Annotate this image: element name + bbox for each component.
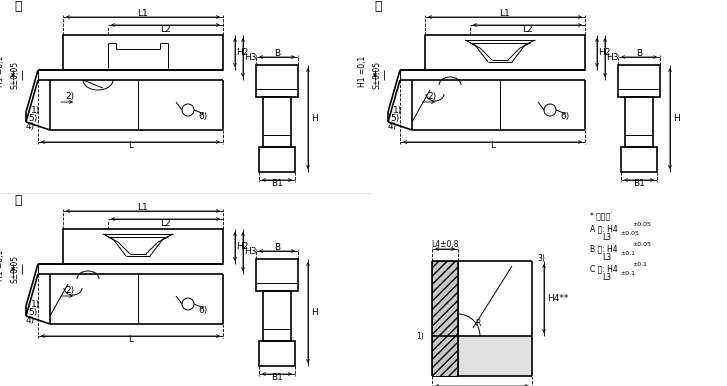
- Text: ±0.1: ±0.1: [620, 251, 635, 256]
- Text: 2): 2): [427, 93, 436, 102]
- Text: H3: H3: [606, 53, 618, 62]
- Text: H1 =0,1: H1 =0,1: [0, 249, 6, 281]
- Text: H2: H2: [598, 48, 610, 57]
- Text: H4**: H4**: [547, 294, 569, 303]
- Text: H2: H2: [236, 48, 248, 57]
- Text: 4): 4): [25, 122, 35, 132]
- Text: 2): 2): [65, 93, 75, 102]
- Text: 6): 6): [198, 112, 208, 120]
- Text: H1 =0,1: H1 =0,1: [358, 55, 368, 86]
- Text: 4): 4): [387, 122, 396, 132]
- Text: 1): 1): [31, 105, 41, 115]
- Text: 1): 1): [31, 300, 41, 308]
- Text: B1: B1: [271, 374, 283, 383]
- Text: B 型: H4: B 型: H4: [590, 244, 618, 253]
- Text: B1: B1: [633, 179, 645, 188]
- Text: H: H: [672, 114, 679, 123]
- Text: B: B: [274, 49, 280, 58]
- Text: L2: L2: [160, 24, 171, 34]
- Text: S±0,05: S±0,05: [10, 255, 20, 283]
- Text: ±0.05: ±0.05: [632, 222, 651, 227]
- Text: L4±0,8: L4±0,8: [431, 239, 459, 249]
- Text: 6): 6): [561, 112, 570, 120]
- Polygon shape: [458, 336, 532, 376]
- Text: ±0.1: ±0.1: [620, 271, 635, 276]
- Text: L: L: [128, 142, 133, 151]
- Text: ±0.05: ±0.05: [620, 231, 639, 236]
- Text: H3: H3: [244, 247, 256, 256]
- Text: 1): 1): [417, 332, 424, 340]
- Text: L3: L3: [602, 253, 611, 262]
- Text: ±0.05: ±0.05: [632, 242, 651, 247]
- Text: 1): 1): [393, 105, 403, 115]
- Text: L: L: [490, 142, 495, 151]
- Text: * 公差：: * 公差：: [590, 211, 610, 220]
- Text: H2: H2: [236, 242, 248, 251]
- Polygon shape: [432, 261, 458, 376]
- Text: H1 =0,1: H1 =0,1: [0, 55, 6, 86]
- Text: Ⓐ: Ⓐ: [15, 0, 22, 14]
- Text: S±0,05: S±0,05: [372, 61, 382, 89]
- Text: Ⓒ: Ⓒ: [15, 195, 22, 208]
- Text: 2): 2): [65, 286, 75, 296]
- Text: L1: L1: [499, 8, 510, 17]
- Text: L2: L2: [522, 24, 533, 34]
- Text: 4): 4): [25, 317, 35, 325]
- Text: B: B: [636, 49, 642, 58]
- Text: 5): 5): [390, 113, 400, 122]
- Text: C 型: H4: C 型: H4: [590, 264, 618, 273]
- Text: 3): 3): [537, 254, 545, 262]
- Text: B: B: [274, 242, 280, 252]
- Text: 6): 6): [198, 305, 208, 315]
- Text: S±0,05: S±0,05: [10, 61, 20, 89]
- Text: L3: L3: [602, 233, 611, 242]
- Text: 5): 5): [28, 113, 38, 122]
- Text: Ⓑ: Ⓑ: [374, 0, 382, 14]
- Text: L2: L2: [160, 218, 171, 227]
- Text: B1: B1: [271, 179, 283, 188]
- Text: L: L: [128, 335, 133, 344]
- Text: H3: H3: [244, 53, 256, 62]
- Text: H: H: [310, 114, 318, 123]
- Text: L1: L1: [137, 8, 148, 17]
- Text: R: R: [475, 320, 481, 328]
- Text: A 型: H4: A 型: H4: [590, 224, 618, 233]
- Text: H: H: [310, 308, 318, 317]
- Text: 5): 5): [28, 308, 38, 317]
- Text: L1: L1: [137, 203, 148, 212]
- Text: ±0.1: ±0.1: [632, 262, 647, 267]
- Text: L3: L3: [602, 273, 611, 282]
